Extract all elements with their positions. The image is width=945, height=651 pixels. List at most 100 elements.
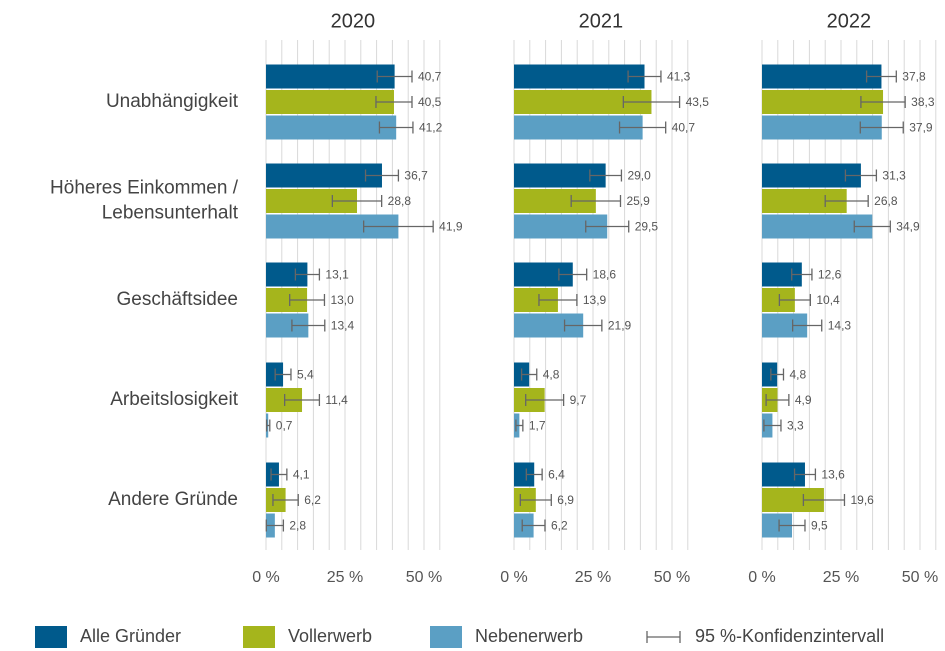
value-label: 10,4 — [816, 293, 840, 307]
value-label: 29,5 — [635, 220, 659, 234]
x-tick-label: 25 % — [327, 569, 363, 586]
error-bar — [585, 220, 630, 233]
value-label: 37,9 — [909, 121, 933, 135]
value-label: 1,7 — [529, 419, 546, 433]
value-label: 0,7 — [276, 419, 293, 433]
error-bar — [763, 419, 782, 432]
legend-swatch — [243, 626, 275, 648]
error-bar — [291, 319, 326, 332]
bar — [762, 163, 861, 188]
bar — [762, 64, 882, 89]
value-label: 13,4 — [331, 319, 355, 333]
panel-title: 2021 — [579, 10, 624, 32]
value-label: 25,9 — [626, 194, 650, 208]
error-bar — [778, 519, 806, 532]
error-bar — [525, 468, 543, 481]
value-label: 34,9 — [896, 220, 920, 234]
value-label: 19,6 — [850, 493, 874, 507]
error-bar — [274, 368, 292, 381]
error-bar — [364, 169, 400, 182]
legend-label: Alle Gründer — [80, 626, 181, 646]
value-label: 28,8 — [388, 194, 412, 208]
value-label: 13,0 — [330, 293, 354, 307]
error-bar — [521, 519, 546, 532]
value-label: 4,8 — [789, 368, 806, 382]
category-label: Geschäftsidee — [117, 289, 238, 310]
value-label: 6,2 — [551, 519, 568, 533]
error-bar — [765, 394, 790, 406]
x-tick-label: 25 % — [575, 569, 611, 586]
x-tick-label: 0 % — [252, 569, 280, 586]
bar — [266, 64, 395, 89]
value-label: 6,2 — [304, 493, 321, 507]
category-label: Höheres Einkommen / Lebensunterhalt — [50, 178, 239, 224]
x-tick-label: 50 % — [902, 569, 938, 586]
value-label: 2,8 — [289, 519, 306, 533]
x-tick-label: 50 % — [406, 569, 442, 586]
value-label: 37,8 — [902, 70, 926, 84]
value-label: 18,6 — [593, 268, 617, 282]
value-label: 6,9 — [557, 493, 574, 507]
error-bar — [558, 268, 588, 281]
category-label: Unabhängigkeit — [106, 91, 239, 112]
error-bar — [520, 368, 538, 381]
error-bar — [860, 96, 906, 108]
bar — [266, 90, 394, 114]
category-label: Arbeitslosigkeit — [110, 389, 238, 410]
panel-title: 2022 — [827, 10, 872, 32]
legend-label: Nebenerwerb — [475, 626, 583, 646]
value-label: 21,9 — [608, 319, 632, 333]
error-bar — [824, 195, 869, 207]
value-label: 41,2 — [419, 121, 443, 135]
error-bar — [618, 121, 667, 134]
error-bar — [519, 494, 552, 506]
error-bar — [589, 169, 623, 182]
error-bar — [770, 368, 785, 381]
value-label: 40,7 — [418, 70, 442, 84]
value-label: 11,4 — [325, 393, 348, 407]
value-label: 13,6 — [821, 468, 845, 482]
error-bar — [859, 121, 904, 134]
x-tick-label: 50 % — [654, 569, 690, 586]
error-bar — [362, 220, 434, 233]
value-label: 4,9 — [795, 393, 812, 407]
error-bar — [622, 96, 681, 108]
x-tick-label: 0 % — [748, 569, 776, 586]
error-bar — [331, 195, 383, 207]
legend-label: Vollerwerb — [288, 626, 372, 646]
value-label: 38,3 — [911, 95, 935, 109]
value-label: 13,1 — [325, 268, 349, 282]
error-bar — [570, 195, 622, 207]
value-label: 26,8 — [874, 194, 898, 208]
value-label: 36,7 — [404, 169, 428, 183]
error-bar — [853, 220, 891, 233]
error-bar — [791, 268, 813, 281]
error-bar — [375, 96, 413, 108]
value-label: 6,4 — [548, 468, 565, 482]
legend-ci-symbol — [646, 631, 681, 643]
value-label: 9,5 — [811, 519, 828, 533]
category-label: Andere Gründe — [108, 489, 238, 510]
error-bar — [792, 319, 823, 332]
x-tick-label: 25 % — [823, 569, 859, 586]
legend-label: 95 %-Konfidenzintervall — [695, 626, 884, 646]
panel-title: 2020 — [331, 10, 376, 32]
error-bar — [563, 319, 603, 332]
bar — [266, 115, 397, 140]
error-bar — [272, 494, 299, 506]
error-bar — [376, 70, 413, 83]
bar — [762, 362, 778, 387]
error-bar — [283, 394, 321, 406]
x-tick-label: 0 % — [500, 569, 528, 586]
error-bar — [515, 419, 524, 432]
value-label: 9,7 — [570, 393, 587, 407]
error-bar — [793, 468, 817, 481]
error-bar — [844, 169, 878, 182]
error-bar — [538, 294, 578, 306]
error-bar — [378, 121, 414, 134]
error-bar — [289, 294, 326, 306]
error-bar — [265, 519, 285, 532]
error-bar — [865, 70, 897, 83]
bar — [266, 163, 382, 188]
